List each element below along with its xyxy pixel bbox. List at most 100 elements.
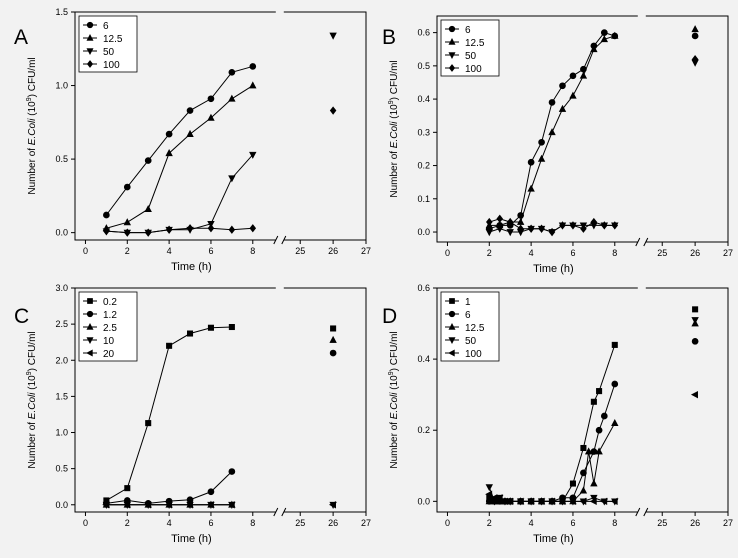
x-axis-label: Time (h) bbox=[171, 261, 212, 273]
data-point bbox=[517, 224, 524, 233]
data-point bbox=[601, 221, 608, 230]
data-point-26h bbox=[691, 317, 699, 325]
legend-marker bbox=[448, 337, 456, 344]
data-point bbox=[526, 497, 534, 506]
legend-marker bbox=[86, 60, 94, 68]
y-tick-label: 1.0 bbox=[55, 428, 68, 438]
data-point bbox=[589, 497, 597, 506]
data-point bbox=[485, 484, 493, 492]
data-point bbox=[496, 225, 504, 233]
y-tick-label: 0.5 bbox=[417, 61, 430, 71]
data-point bbox=[580, 224, 587, 233]
data-point bbox=[123, 183, 131, 191]
legend-label: 0.2 bbox=[103, 297, 117, 308]
legend-label: 20 bbox=[103, 349, 115, 360]
series-6 bbox=[485, 337, 699, 505]
data-point bbox=[527, 158, 535, 166]
x-tick-label: 4 bbox=[167, 518, 172, 528]
legend-marker bbox=[448, 349, 455, 357]
panel-letter: C bbox=[14, 305, 29, 328]
legend-marker bbox=[86, 337, 94, 344]
data-point bbox=[496, 214, 504, 223]
x-tick-label: 0 bbox=[445, 518, 450, 528]
axis-frame-right bbox=[283, 287, 367, 513]
data-point bbox=[164, 501, 172, 509]
x-tick-label: 6 bbox=[208, 246, 213, 256]
x-tick-label: 6 bbox=[570, 248, 575, 258]
series-50 bbox=[485, 59, 699, 237]
series-100 bbox=[103, 106, 337, 237]
legend-label: 100 bbox=[465, 349, 482, 360]
series-1.2 bbox=[103, 349, 337, 507]
data-point bbox=[187, 330, 194, 337]
y-tick-label: 3.0 bbox=[55, 283, 68, 293]
x-tick-label: 27 bbox=[723, 248, 733, 258]
data-point bbox=[249, 224, 257, 233]
x-axis-label: Time (h) bbox=[533, 533, 574, 545]
legend-marker bbox=[86, 310, 94, 318]
y-axis-label: Number of E.Coli (109) CFU/ml bbox=[26, 57, 38, 194]
series-6 bbox=[485, 29, 699, 233]
series-100 bbox=[485, 390, 698, 506]
series-line bbox=[489, 422, 616, 502]
data-point bbox=[579, 497, 587, 506]
data-point bbox=[548, 99, 556, 106]
data-point-26h bbox=[329, 335, 337, 343]
legend-marker bbox=[87, 298, 93, 304]
x-tick-label: 27 bbox=[361, 246, 371, 256]
legend-label: 50 bbox=[103, 47, 115, 58]
data-point bbox=[249, 151, 257, 159]
data-point bbox=[600, 412, 608, 420]
data-point bbox=[547, 497, 555, 506]
data-point bbox=[590, 479, 598, 487]
series-100 bbox=[486, 55, 699, 237]
data-point bbox=[495, 494, 503, 502]
data-point bbox=[538, 224, 545, 233]
x-tick-label: 8 bbox=[612, 248, 617, 258]
x-tick-label: 8 bbox=[250, 246, 255, 256]
data-point bbox=[580, 469, 587, 477]
data-point bbox=[558, 104, 567, 112]
legend-marker bbox=[448, 310, 456, 318]
data-point-26h bbox=[329, 106, 337, 115]
data-point bbox=[506, 229, 514, 237]
data-point bbox=[548, 227, 556, 237]
data-point bbox=[207, 488, 215, 496]
axis-break-mark bbox=[281, 235, 287, 245]
legend-marker bbox=[448, 52, 456, 59]
y-axis-label: Number of E.Coli (109) CFU/ml bbox=[26, 331, 38, 468]
data-point bbox=[559, 82, 566, 90]
legend-label: 6 bbox=[103, 21, 109, 32]
data-point bbox=[600, 29, 608, 36]
y-tick-label: 0.1 bbox=[417, 194, 430, 204]
legend-marker bbox=[448, 25, 456, 33]
panel-letter: B bbox=[382, 26, 396, 49]
x-tick-label: 6 bbox=[208, 518, 213, 528]
legend-label: 50 bbox=[465, 51, 477, 62]
x-tick-label: 25 bbox=[657, 518, 667, 528]
data-point bbox=[595, 426, 603, 434]
series-2.5 bbox=[102, 335, 337, 508]
y-tick-label: 0.5 bbox=[55, 154, 68, 164]
series-6 bbox=[103, 63, 257, 219]
data-point bbox=[207, 224, 215, 233]
data-point bbox=[516, 497, 524, 506]
axis-frame-right bbox=[645, 287, 729, 513]
x-tick-label: 26 bbox=[690, 518, 700, 528]
x-tick-label: 27 bbox=[723, 518, 733, 528]
axis-break-mark bbox=[273, 235, 279, 245]
data-point bbox=[579, 71, 588, 79]
data-point bbox=[558, 497, 566, 506]
data-point bbox=[590, 217, 598, 227]
data-point bbox=[144, 501, 152, 509]
y-tick-label: 0.0 bbox=[417, 227, 430, 237]
data-point bbox=[228, 323, 235, 331]
x-axis-label: Time (h) bbox=[171, 533, 212, 545]
y-tick-label: 0.4 bbox=[417, 354, 430, 364]
legend-label: 12.5 bbox=[103, 34, 123, 45]
y-tick-label: 0.3 bbox=[417, 127, 430, 137]
axis-frame-right bbox=[645, 15, 729, 243]
series-line bbox=[489, 344, 616, 502]
data-point-26h bbox=[328, 501, 336, 509]
